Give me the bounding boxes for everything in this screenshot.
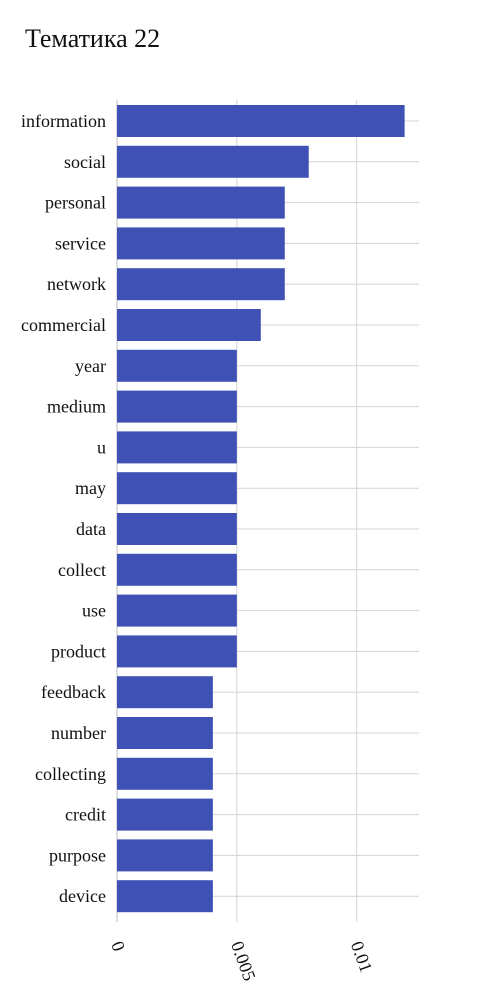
category-labels: information social personal service network c… bbox=[21, 111, 106, 906]
bar-collecting bbox=[117, 757, 213, 790]
bar-feedback bbox=[117, 676, 213, 709]
category-label-data: data bbox=[76, 519, 106, 539]
category-label-network: network bbox=[47, 274, 106, 294]
category-label-may: may bbox=[75, 478, 106, 498]
category-label-medium: medium bbox=[47, 397, 106, 417]
bar-service bbox=[117, 227, 285, 260]
bars bbox=[117, 105, 405, 913]
category-label-collecting: collecting bbox=[35, 764, 106, 784]
category-label-credit: credit bbox=[65, 805, 106, 825]
bar-purpose bbox=[117, 839, 213, 872]
bar-product bbox=[117, 635, 237, 668]
category-label-information: information bbox=[21, 111, 106, 131]
bar-commercial bbox=[117, 309, 261, 341]
category-label-u: u bbox=[97, 437, 106, 457]
chart-title: Тематика 22 bbox=[25, 24, 161, 53]
bar-social bbox=[117, 145, 309, 178]
category-label-device: device bbox=[59, 886, 106, 906]
category-label-number: number bbox=[51, 723, 106, 743]
category-label-feedback: feedback bbox=[41, 682, 106, 702]
x-tick-label: 0.01 bbox=[347, 939, 377, 975]
category-label-purpose: purpose bbox=[49, 845, 106, 865]
bar-personal bbox=[117, 186, 285, 219]
x-axis-ticks: 0 0.005 0.01 bbox=[107, 939, 376, 984]
bar-medium bbox=[117, 390, 237, 423]
bar-collect bbox=[117, 553, 237, 586]
category-label-personal: personal bbox=[45, 193, 106, 213]
category-label-commercial: commercial bbox=[21, 315, 106, 335]
category-label-year: year bbox=[75, 356, 106, 376]
category-label-use: use bbox=[82, 601, 106, 621]
bar-number bbox=[117, 717, 213, 749]
bar-u bbox=[117, 431, 237, 464]
bar-network bbox=[117, 268, 285, 301]
x-tick-label: 0.005 bbox=[227, 939, 260, 984]
bar-information bbox=[117, 105, 405, 137]
bar-use bbox=[117, 594, 237, 627]
category-label-service: service bbox=[55, 233, 106, 253]
bar-credit bbox=[117, 798, 213, 831]
bar-may bbox=[117, 472, 237, 505]
category-label-product: product bbox=[51, 641, 106, 661]
bar-data bbox=[117, 513, 237, 545]
bar-year bbox=[117, 349, 237, 382]
bar-device bbox=[117, 880, 213, 913]
x-tick-label: 0 bbox=[107, 939, 129, 954]
category-label-social: social bbox=[64, 152, 106, 172]
category-label-collect: collect bbox=[58, 560, 106, 580]
